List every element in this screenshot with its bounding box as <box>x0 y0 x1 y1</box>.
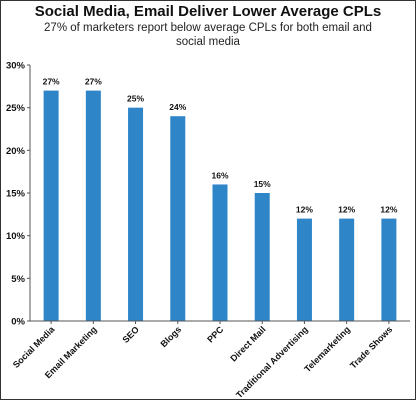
data-label: 12% <box>380 205 397 215</box>
y-tick-label: 20% <box>6 146 26 157</box>
bar <box>128 107 144 322</box>
bar <box>85 90 101 321</box>
data-label: 27% <box>43 77 60 87</box>
y-tick-label: 10% <box>6 231 26 242</box>
bar <box>43 90 59 321</box>
bar <box>170 116 186 321</box>
bar <box>339 218 355 321</box>
data-label: 12% <box>296 205 313 215</box>
y-axis: 0% 5% 10% 15% 20% 25% 30% <box>6 61 31 328</box>
data-label: 24% <box>169 102 186 112</box>
category-label: Direct Mail <box>228 324 267 363</box>
y-tick-label: 15% <box>6 189 26 200</box>
bar <box>381 218 397 321</box>
data-label: 16% <box>211 170 228 180</box>
category-label: Social Media <box>11 324 57 370</box>
data-label: 27% <box>85 77 102 87</box>
y-tick-label: 5% <box>11 274 25 285</box>
bar <box>296 218 312 321</box>
category-label: Traditional Advertising <box>234 324 310 400</box>
category-label: SEO <box>120 324 141 345</box>
bar <box>254 193 270 321</box>
category-label: PPC <box>205 324 226 345</box>
chart-subtitle: 27% of marketers report below average CP… <box>44 22 372 48</box>
bar <box>212 184 228 321</box>
y-tick-label: 25% <box>6 103 26 114</box>
category-label: Trade Shows <box>348 324 394 370</box>
category-label: Telemarketing <box>302 324 352 374</box>
y-tick-label: 0% <box>11 317 25 328</box>
y-tick-label: 30% <box>6 61 26 72</box>
data-label: 12% <box>338 205 355 215</box>
data-label: 15% <box>254 179 271 189</box>
category-label: Blogs <box>158 324 183 349</box>
data-label: 25% <box>127 94 144 104</box>
bars: 27% 27% 25% 24% 16% 15% 12% 12% 12% <box>43 77 398 322</box>
chart-title: Social Media, Email Deliver Lower Averag… <box>34 3 382 20</box>
